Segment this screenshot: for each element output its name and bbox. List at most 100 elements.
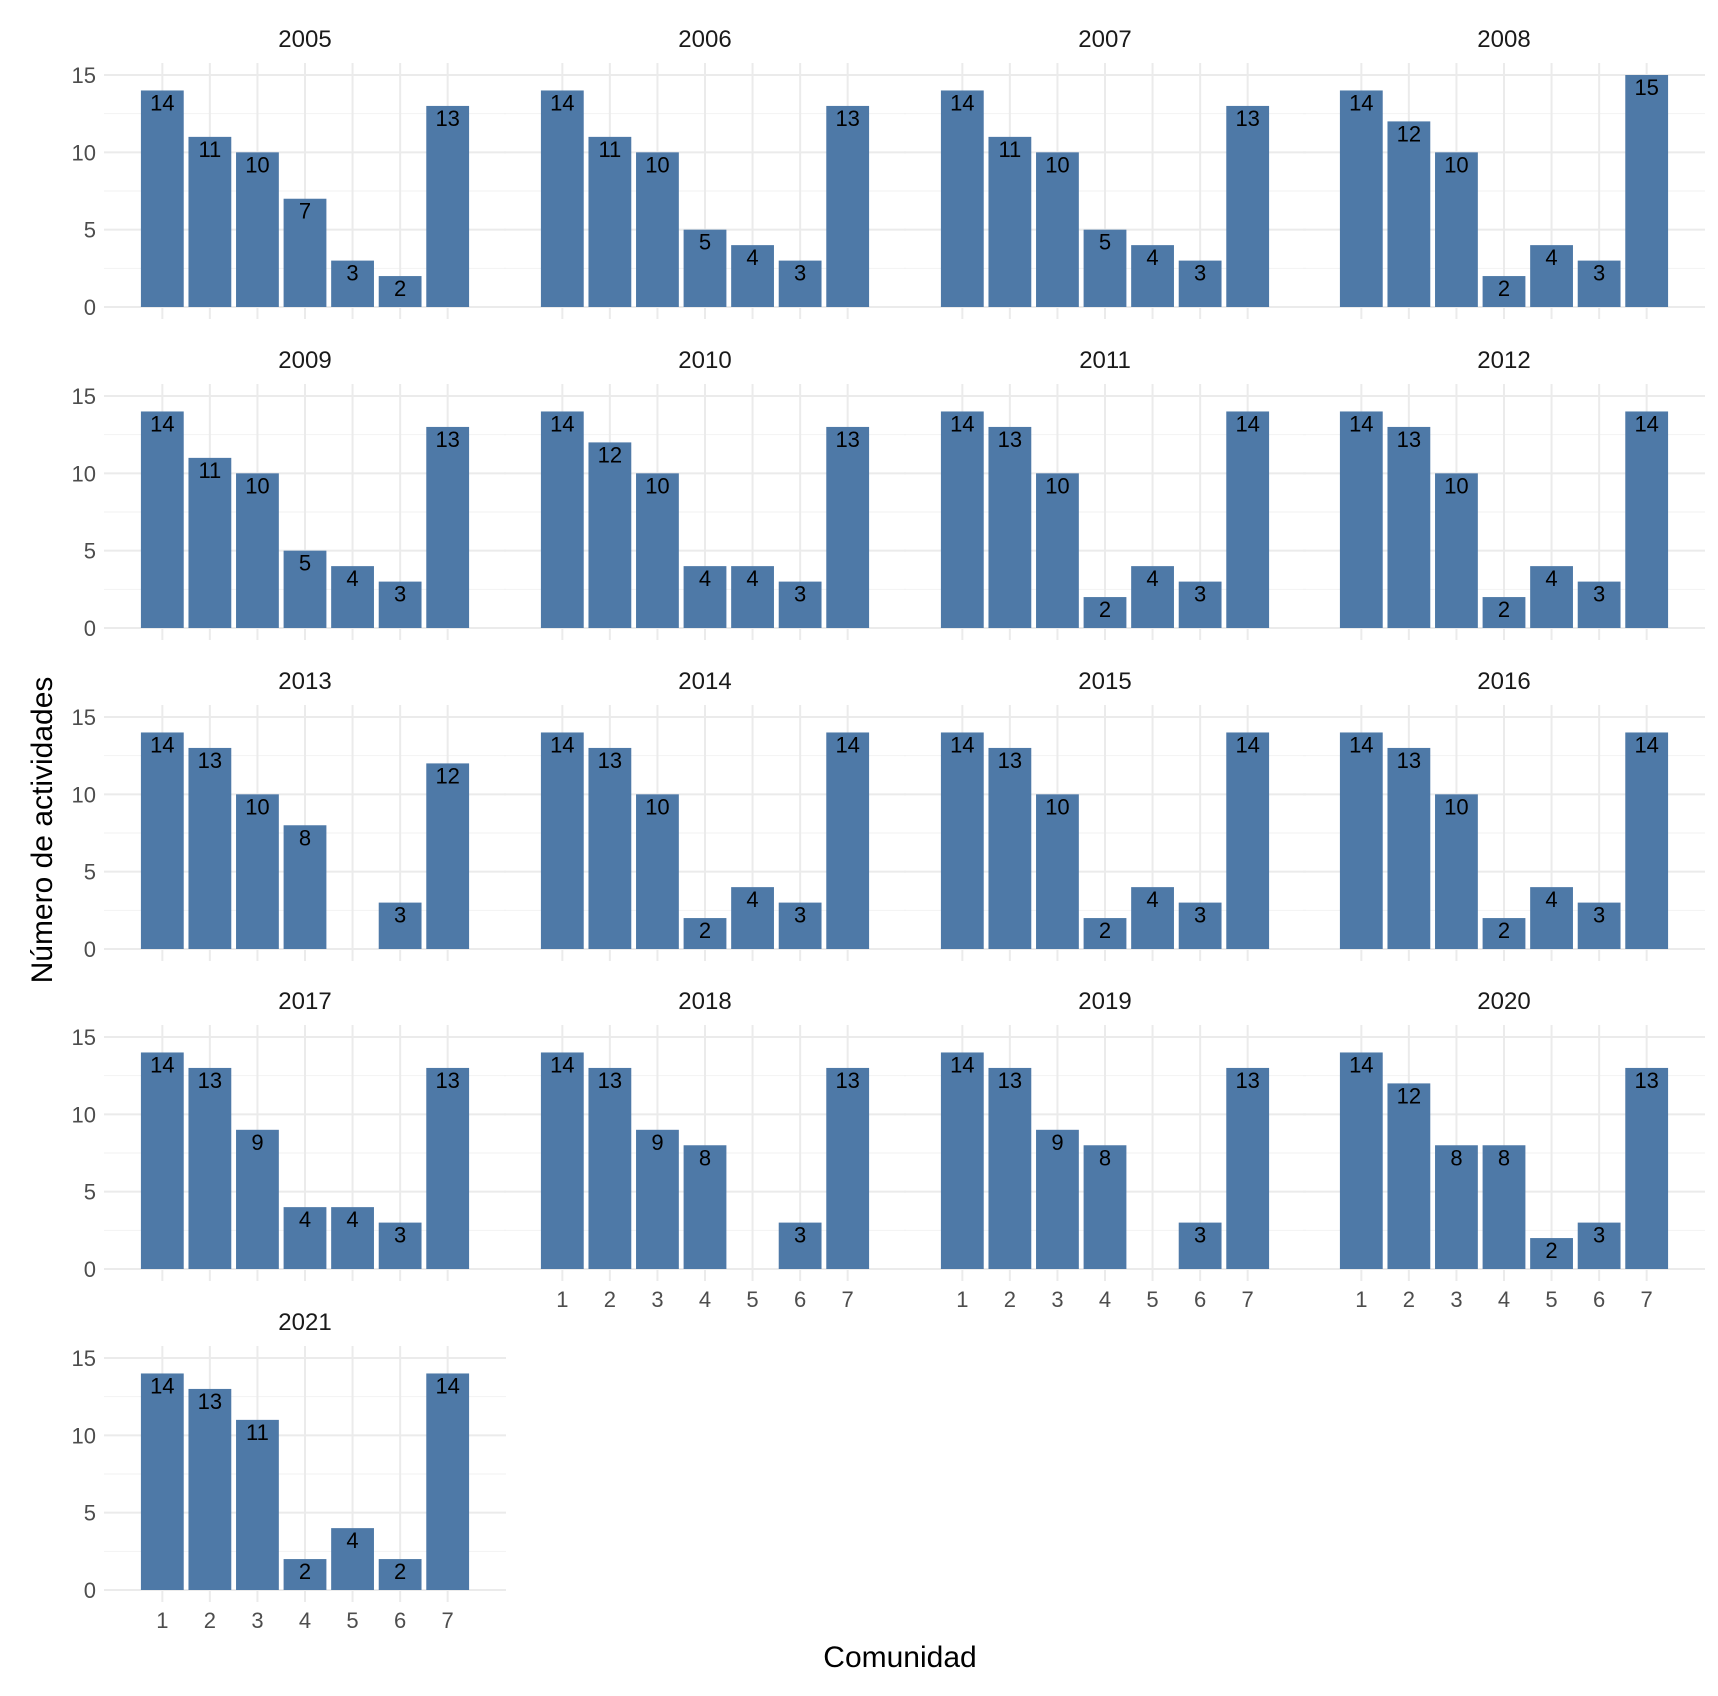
- bar-value-label: 8: [299, 825, 311, 850]
- bar-value-label: 8: [1099, 1145, 1111, 1170]
- bar: [1339, 732, 1383, 949]
- bar-value-label: 10: [245, 794, 269, 819]
- bar-value-label: 13: [835, 106, 859, 131]
- bar: [1226, 411, 1270, 628]
- y-axis-title: Número de actividades: [26, 677, 59, 984]
- bar: [1387, 426, 1431, 628]
- bar: [988, 426, 1032, 628]
- bar: [1387, 747, 1431, 949]
- bar: [940, 90, 984, 307]
- y-tick-label: 15: [72, 1025, 96, 1050]
- facet-strip-label: 2018: [678, 988, 731, 1015]
- y-tick-label: 5: [84, 539, 96, 564]
- bar-value-label: 4: [1146, 566, 1158, 591]
- bar: [331, 1528, 374, 1590]
- bar: [1387, 1083, 1431, 1269]
- bar: [778, 1222, 822, 1269]
- bar-value-label: 10: [1045, 794, 1069, 819]
- bar: [331, 260, 374, 307]
- x-tick-label: 1: [1355, 1287, 1367, 1312]
- bar: [540, 732, 584, 949]
- facet-strip-label: 2011: [1079, 347, 1131, 374]
- facet-panel: 2010 14 12 10 4 4 3 13: [504, 347, 906, 640]
- bar: [1577, 260, 1621, 307]
- bar-value-label: 14: [950, 411, 974, 436]
- y-tick-label: 10: [72, 1423, 96, 1448]
- bar: [331, 1207, 374, 1269]
- bar-value-label: 8: [1498, 1145, 1510, 1170]
- y-tick-label: 10: [72, 140, 96, 165]
- bar: [1482, 597, 1526, 628]
- facet-panel: 2012 14 13 10 2 4 3 14: [1303, 347, 1705, 640]
- bar-value-label: 3: [1194, 1223, 1206, 1248]
- bar-value-label: 3: [794, 1223, 806, 1248]
- bar: [940, 411, 984, 628]
- bar-value-label: 13: [998, 748, 1022, 773]
- x-tick-label: 6: [1194, 1287, 1206, 1312]
- bar-value-label: 13: [435, 1068, 459, 1093]
- bar-value-label: 5: [1099, 230, 1111, 255]
- bar-value-label: 4: [346, 1207, 358, 1232]
- x-tick-label: 5: [1146, 1287, 1158, 1312]
- bar: [1435, 473, 1478, 628]
- bar: [1339, 1052, 1383, 1269]
- bar: [283, 550, 327, 628]
- x-tick-label: 7: [442, 1608, 454, 1633]
- bar-value-label: 4: [299, 1207, 311, 1232]
- bar: [731, 887, 774, 949]
- bar: [426, 105, 470, 307]
- bar-value-label: 5: [699, 230, 711, 255]
- bar: [1530, 566, 1573, 628]
- x-tick-label: 7: [842, 1287, 854, 1312]
- bar: [426, 1067, 470, 1269]
- bar: [826, 105, 870, 307]
- bar-value-label: 2: [394, 1559, 406, 1584]
- x-tick-label: 5: [1545, 1287, 1557, 1312]
- bar-value-label: 14: [550, 411, 574, 436]
- y-tick-label: 15: [72, 705, 96, 730]
- bar: [683, 566, 727, 628]
- bar: [988, 136, 1032, 307]
- y-tick-label: 0: [84, 1257, 96, 1282]
- bar-value-label: 2: [699, 918, 711, 943]
- bar-value-label: 13: [1235, 1068, 1259, 1093]
- facet-panel: 2007 14 11 10 5 4 3 13: [904, 26, 1306, 319]
- bar-value-label: 12: [1397, 121, 1421, 146]
- bar: [588, 1067, 632, 1269]
- facet-panel: 2013 0 5 10 15 14 13 10 8 3 12: [72, 668, 506, 962]
- facet-panel: 2019 14 13 9 8 3 13 1 2 3 4 5 6 7: [904, 988, 1306, 1312]
- bar-value-label: 14: [550, 90, 574, 115]
- bar: [283, 1559, 327, 1590]
- x-tick-label: 4: [1498, 1287, 1510, 1312]
- bar-value-label: 10: [1444, 152, 1468, 177]
- bar: [1577, 581, 1621, 628]
- bar: [331, 566, 374, 628]
- bar-value-label: 9: [251, 1130, 263, 1155]
- bar: [540, 411, 584, 628]
- bar-value-label: 11: [598, 137, 621, 162]
- bar-value-label: 12: [435, 763, 459, 788]
- bar-value-label: 14: [1235, 732, 1259, 757]
- bar-value-label: 14: [1235, 411, 1259, 436]
- bar: [731, 245, 774, 307]
- facet-strip-label: 2017: [278, 988, 331, 1015]
- bar: [683, 1145, 727, 1269]
- bar: [1435, 794, 1478, 949]
- x-tick-label: 6: [1593, 1287, 1605, 1312]
- bar: [731, 566, 774, 628]
- bar-value-label: 13: [598, 1068, 622, 1093]
- bar: [236, 1129, 279, 1269]
- bar-value-label: 2: [1498, 276, 1510, 301]
- bar: [540, 1052, 584, 1269]
- y-tick-label: 0: [84, 1578, 96, 1603]
- bar: [683, 229, 727, 307]
- bar: [1530, 245, 1573, 307]
- bar-value-label: 13: [198, 1068, 222, 1093]
- x-tick-label: 4: [299, 1608, 311, 1633]
- bar-value-label: 2: [1498, 918, 1510, 943]
- bar: [1131, 887, 1174, 949]
- bar-value-label: 14: [435, 1373, 459, 1398]
- bar-value-label: 9: [651, 1130, 663, 1155]
- bar-value-label: 12: [1397, 1083, 1421, 1108]
